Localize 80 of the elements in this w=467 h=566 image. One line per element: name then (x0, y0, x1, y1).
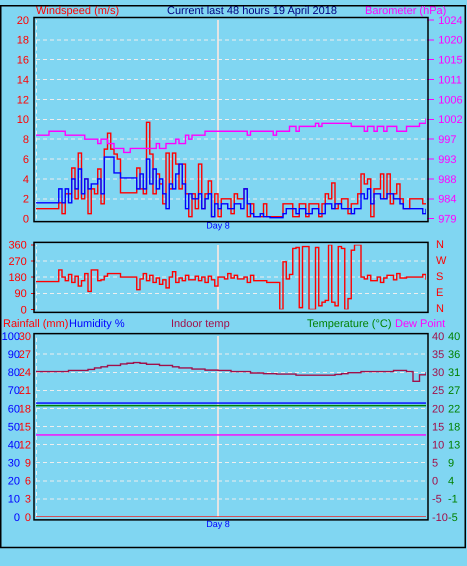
y-tick-label: 24 (18, 367, 31, 380)
y2-tick-label: 40 (432, 330, 444, 343)
text: Humidity % (69, 318, 125, 330)
y-tick-label: -1 (448, 494, 458, 506)
y2-tick-label: 0 (432, 476, 438, 488)
y2-tick-label: 1006 (438, 94, 463, 106)
y2-tick-label: 1002 (438, 114, 463, 126)
y3-tick-label: 80 (8, 367, 20, 380)
y-tick-label: 8 (22, 134, 29, 146)
y-tick-label: 30 (18, 330, 31, 343)
y-tick-label: 16 (16, 54, 29, 67)
y-tick-label: 40 (448, 330, 460, 343)
y2-tick-label: 15 (432, 421, 444, 434)
y2-tick-label: 35 (432, 349, 444, 362)
text: S (436, 271, 444, 283)
y2-tick-label: 25 (432, 385, 444, 398)
y-tick-label: 22 (448, 403, 460, 416)
y-tick-label: 20 (16, 14, 29, 27)
y-tick-label: 10 (16, 114, 29, 126)
y3-tick-label: 70 (8, 385, 20, 398)
y2-tick-label: 993 (438, 154, 457, 166)
y3-tick-label: 60 (8, 403, 20, 416)
y-tick-label: 4 (22, 174, 29, 186)
y-tick-label: 13 (448, 439, 460, 452)
y2-tick-label: 30 (432, 367, 444, 380)
y-tick-label: 360 (8, 240, 27, 252)
y-tick-label: 14 (16, 74, 29, 86)
text: Rainfall (mm) (3, 318, 68, 330)
y-tick-label: 36 (448, 349, 460, 362)
y-tick-label: 27 (18, 349, 31, 362)
y-tick-label: 9 (448, 458, 454, 470)
chart-title: Current last 48 hours 19 April 2018 (167, 5, 337, 17)
y2-tick-label: -5 (432, 494, 442, 506)
y-tick-label: 9 (24, 458, 31, 470)
y2-tick-label: 1020 (438, 34, 463, 47)
y-tick-label: 18 (16, 34, 29, 47)
y-tick-label: 3 (24, 494, 31, 506)
y-tick-label: 18 (18, 403, 31, 416)
x-tick-label: Day 8 (206, 518, 230, 529)
text: E (436, 287, 444, 299)
y3-tick-label: 100 (2, 330, 20, 343)
text: Indoor temp (171, 318, 230, 330)
y-tick-label: 6 (24, 476, 31, 488)
y-axis-title: Windspeed (m/s) (36, 5, 120, 17)
text: Temperature (°C) (307, 318, 392, 330)
y-tick-label: 18 (448, 421, 460, 434)
y-tick-label: 0 (24, 512, 31, 524)
y-tick-label: 180 (8, 272, 27, 284)
y2-tick-label: 1024 (438, 14, 463, 27)
text: W (436, 255, 447, 267)
y2-tick-label: 10 (432, 439, 444, 452)
y-tick-label: 12 (16, 94, 29, 106)
y-tick-label: 90 (14, 288, 27, 300)
y2-tick-label: 988 (438, 174, 457, 186)
text: Dew Point (395, 318, 446, 330)
y-tick-label: 270 (8, 256, 27, 268)
y2-tick-label: 1011 (438, 74, 462, 86)
y2-tick-label: 20 (432, 403, 444, 416)
y2-tick-label: -10 (432, 512, 448, 524)
text: N (436, 303, 444, 315)
y-tick-label: 0 (22, 214, 29, 226)
y-tick-label: 4 (448, 476, 454, 488)
text: N (436, 239, 444, 251)
y-tick-label: -5 (448, 512, 458, 524)
y-tick-label: 6 (22, 154, 29, 166)
y-tick-label: 27 (448, 385, 460, 398)
y3-tick-label: 50 (8, 421, 20, 434)
y2-tick-label: 979 (438, 214, 457, 226)
x-tick-label: Day 8 (206, 220, 230, 231)
y2-tick-label: 997 (438, 134, 457, 146)
y2-tick-label: 984 (438, 194, 457, 206)
y-tick-label: 15 (18, 421, 31, 434)
y2-tick-label: 5 (432, 458, 438, 470)
y-tick-label: 31 (448, 367, 460, 380)
y2-tick-label: 1015 (438, 54, 463, 67)
y-tick-label: 21 (18, 385, 31, 398)
y-tick-label: 12 (18, 439, 31, 452)
y-tick-label: 2 (22, 194, 29, 206)
y-tick-label: 0 (20, 304, 27, 316)
y2-axis-title: Barometer (hPa) (365, 5, 446, 17)
